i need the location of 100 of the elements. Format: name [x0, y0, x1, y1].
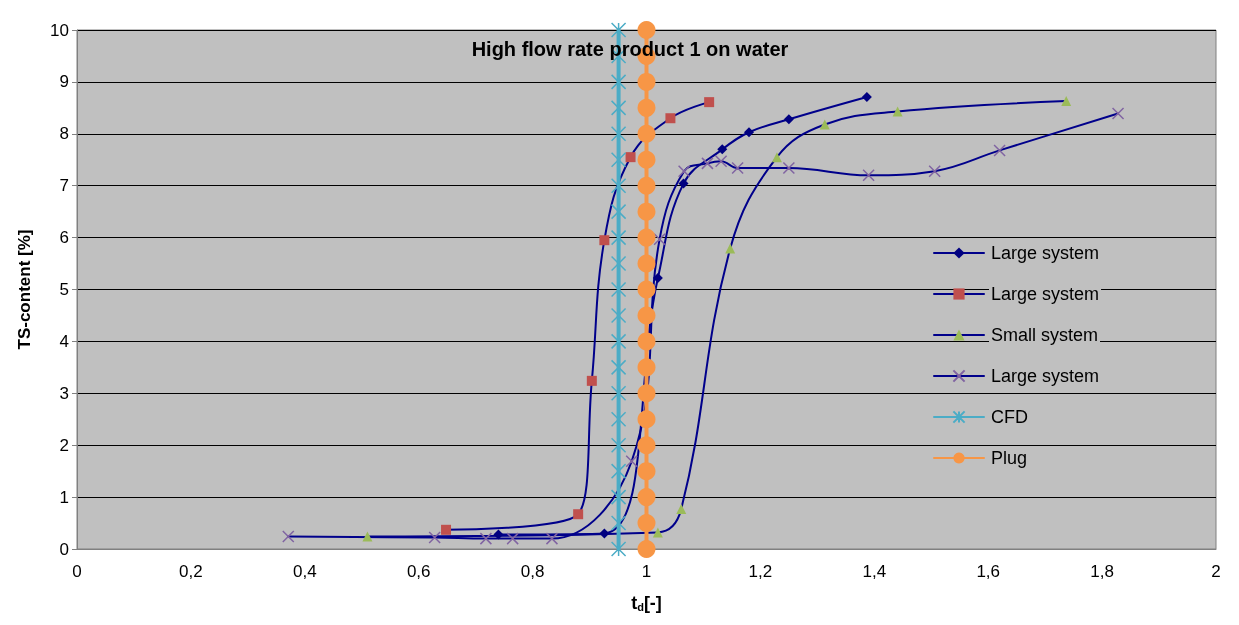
point [771, 152, 782, 163]
y-tick-label: 10 [50, 20, 69, 40]
point [744, 127, 755, 138]
point [599, 235, 610, 246]
point [862, 169, 875, 182]
point [665, 113, 676, 124]
x-tick-label: 1 [641, 562, 652, 581]
point [610, 74, 627, 90]
point [928, 164, 941, 178]
point [717, 144, 728, 155]
legend-label: Large system [991, 284, 1100, 304]
x-tick-label: 0 [72, 562, 82, 581]
x-tick-label: 1,8 [1090, 562, 1114, 581]
point [610, 515, 627, 531]
point [637, 150, 656, 169]
y-tick-label: 4 [59, 331, 69, 351]
point [637, 280, 656, 299]
point [652, 527, 663, 538]
point [1111, 107, 1125, 120]
point [610, 463, 627, 479]
y-tick-label: 1 [59, 487, 69, 507]
point [573, 509, 584, 520]
point [678, 178, 689, 189]
point [637, 124, 656, 143]
point [610, 152, 627, 168]
point [653, 232, 666, 246]
point [610, 411, 627, 427]
point [637, 176, 656, 195]
point [637, 358, 656, 377]
point [610, 203, 627, 220]
point [637, 332, 656, 351]
point [625, 455, 638, 468]
y-tick-label: 6 [59, 228, 69, 248]
legend-label: Large system [991, 366, 1100, 386]
point [652, 273, 663, 284]
point [506, 532, 519, 545]
point [704, 97, 715, 108]
point [819, 119, 830, 130]
point [362, 531, 373, 542]
x-axis-title: td[-] [631, 592, 662, 613]
point [610, 333, 627, 350]
point [637, 21, 656, 39]
x-tick-label: 0,8 [520, 562, 545, 581]
point [610, 255, 627, 272]
y-axis-title: TS-content [%] [15, 229, 34, 350]
point [479, 532, 493, 545]
x-tick-label: 0,4 [292, 562, 317, 581]
point [782, 161, 796, 175]
point [637, 254, 656, 273]
x-tick-label: 1,4 [862, 562, 887, 581]
point [545, 532, 559, 545]
point [637, 384, 656, 403]
x-tick-label: 1,6 [976, 562, 1001, 581]
point [637, 98, 656, 117]
y-tick-label: 8 [59, 124, 69, 144]
point [610, 359, 627, 376]
y-tick-label: 5 [59, 280, 69, 299]
x-tick-label: 1,2 [748, 562, 773, 581]
point [610, 126, 627, 142]
point [610, 281, 627, 298]
point [610, 385, 627, 402]
point [861, 91, 872, 102]
point [441, 524, 452, 535]
legend-label: Large system [991, 243, 1100, 263]
y-tick-label: 2 [59, 435, 69, 455]
point [892, 106, 903, 117]
point [1061, 96, 1072, 107]
point [637, 72, 656, 91]
legend-label: Plug [991, 448, 1028, 468]
legend-label: Small system [991, 325, 1099, 345]
x-tick-label: 2 [1211, 562, 1221, 581]
y-tick-label: 9 [59, 72, 69, 92]
point [637, 436, 656, 455]
legend-label: CFD [991, 407, 1028, 427]
point [610, 437, 627, 453]
point [637, 540, 656, 558]
point [610, 229, 627, 246]
point [428, 531, 441, 544]
point [677, 164, 691, 178]
point [625, 152, 636, 163]
point [993, 144, 1006, 157]
y-tick-label: 7 [59, 176, 69, 196]
point [637, 488, 656, 507]
y-tick-label: 0 [59, 539, 69, 559]
point [637, 202, 656, 221]
point [714, 155, 728, 168]
point [610, 489, 627, 505]
point [610, 22, 627, 38]
y-tick-label: 3 [59, 383, 69, 403]
point [586, 375, 597, 386]
point [676, 504, 687, 515]
point [637, 228, 656, 247]
point [637, 514, 656, 533]
point [637, 410, 656, 429]
point [610, 100, 627, 116]
point [725, 243, 736, 254]
point [637, 306, 656, 325]
x-tick-label: 0,2 [179, 562, 203, 581]
point [783, 114, 794, 125]
point [610, 541, 627, 557]
